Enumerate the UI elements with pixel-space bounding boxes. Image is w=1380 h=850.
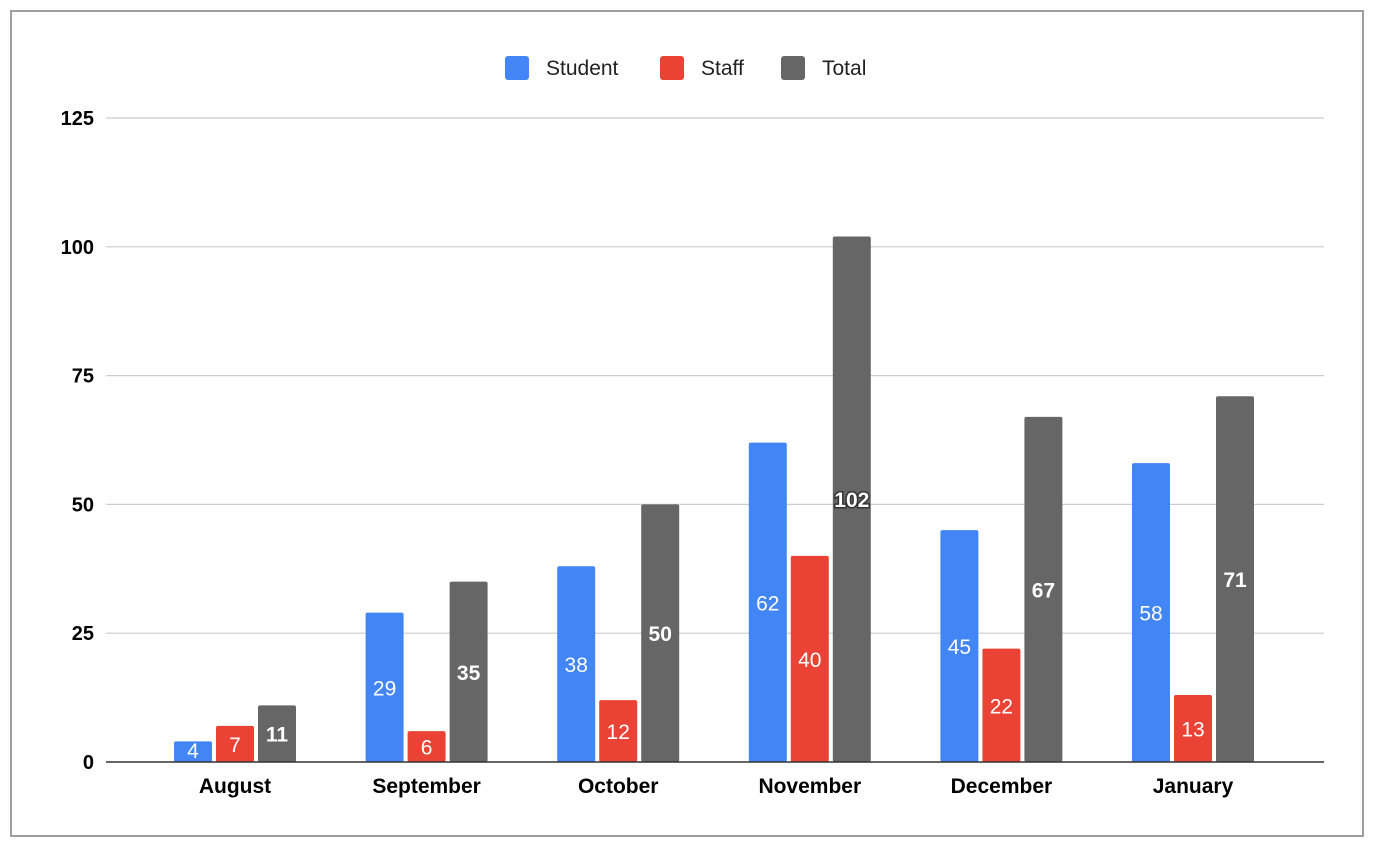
- y-tick-label-75: 75: [72, 366, 94, 388]
- bar-total-september: [449, 581, 488, 762]
- data-label-staff-december: 22: [990, 695, 1013, 718]
- bar-student-september: [365, 612, 404, 762]
- bar-staff-october: [599, 700, 638, 762]
- bar-total-august: [258, 705, 296, 762]
- bar-staff-december: [982, 648, 1021, 762]
- bars: [174, 236, 1254, 763]
- x-tick-label-september: September: [372, 775, 481, 798]
- data-label-student-september: 29: [373, 677, 396, 700]
- bar-student-december: [940, 530, 979, 762]
- x-tick-label-october: October: [578, 775, 659, 798]
- data-label-total-january: 71: [1223, 569, 1247, 592]
- x-tick-label-august: August: [199, 775, 271, 798]
- bar-student-october: [557, 566, 596, 762]
- data-label-student-january: 58: [1139, 603, 1162, 626]
- legend: Student Staff Total: [505, 56, 866, 80]
- data-label-staff-january: 13: [1181, 719, 1204, 742]
- legend-label-student: Student: [546, 57, 619, 80]
- data-label-staff-november: 40: [798, 649, 821, 672]
- x-tick-label-december: December: [951, 775, 1053, 798]
- data-label-total-october: 50: [649, 623, 672, 646]
- x-axis: August September October November December Ja…: [106, 761, 1324, 798]
- bar-student-january: [1132, 463, 1170, 762]
- x-tick-label-november: November: [758, 775, 861, 798]
- bar-staff-august: [216, 725, 254, 762]
- bar-staff-september: [407, 731, 446, 762]
- bar-student-november: [748, 442, 787, 762]
- gridlines: [106, 117, 1324, 634]
- y-tick-label-25: 25: [72, 623, 94, 645]
- y-tick-label-100: 100: [61, 237, 94, 259]
- legend-label-staff: Staff: [701, 57, 744, 80]
- data-label-total-september: 35: [457, 662, 481, 685]
- legend-swatch-total: [781, 56, 805, 80]
- legend-label-total: Total: [822, 57, 866, 80]
- data-labels: 4 7 11 29 6 35 38 12 50 62 40 102 45 22 67 58 13 71: [187, 488, 1247, 763]
- x-tick-label-january: January: [1153, 775, 1234, 798]
- bar-total-january: [1216, 396, 1254, 762]
- legend-swatch-student: [505, 56, 529, 80]
- y-tick-label-125: 125: [61, 108, 94, 130]
- bar-staff-january: [1174, 695, 1212, 762]
- data-label-staff-october: 12: [607, 721, 630, 744]
- bar-staff-november: [790, 555, 829, 762]
- y-axis: 0 25 50 75 100 125: [61, 108, 94, 774]
- bar-chart: Student Staff Total 0 25 50 75 100 125 4 7 11 29 6 3…: [61, 56, 1324, 798]
- y-tick-label-50: 50: [72, 494, 94, 516]
- data-label-student-november: 62: [756, 592, 779, 615]
- legend-swatch-staff: [660, 56, 684, 80]
- data-label-total-august: 11: [266, 724, 289, 747]
- bar-total-december: [1024, 416, 1063, 762]
- data-label-student-october: 38: [565, 654, 588, 677]
- data-label-student-august: 4: [187, 740, 199, 763]
- bar-total-november: [832, 236, 871, 763]
- bar-student-august: [174, 741, 212, 762]
- data-label-staff-august: 7: [229, 734, 241, 757]
- data-label-student-december: 45: [948, 636, 971, 659]
- bar-total-october: [641, 504, 680, 762]
- data-label-total-december: 67: [1032, 579, 1055, 602]
- chart-frame: Student Staff Total 0 25 50 75 100 125 4 7 11 29 6 3…: [10, 10, 1364, 837]
- data-label-total-november: 102: [834, 489, 869, 512]
- data-label-staff-september: 6: [421, 737, 433, 760]
- y-tick-label-0: 0: [83, 752, 94, 774]
